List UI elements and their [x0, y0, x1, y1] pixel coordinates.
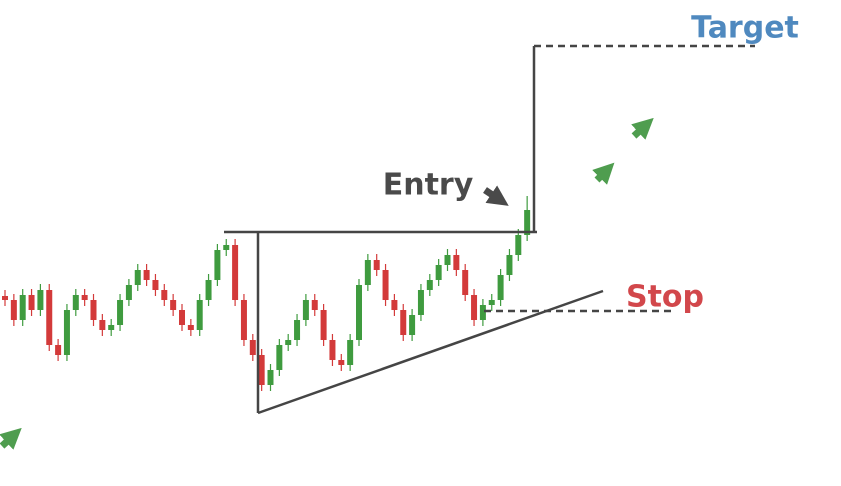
candle-body — [72, 295, 79, 310]
candle-body — [258, 355, 265, 385]
candle-body — [426, 280, 433, 290]
candle-body — [134, 270, 141, 285]
candle-body — [46, 290, 53, 345]
candle-body — [55, 345, 62, 355]
candle-body — [28, 295, 35, 310]
candle-body — [302, 300, 309, 320]
candle-body — [311, 300, 318, 310]
candle-body — [320, 310, 327, 340]
candle-body — [170, 300, 177, 310]
candle-body — [294, 320, 301, 340]
candle-body — [187, 325, 194, 330]
target-label: Target — [691, 11, 799, 46]
candle-body — [400, 310, 407, 335]
candle-body — [267, 370, 274, 385]
candle-body — [488, 300, 495, 305]
trend-arrow — [631, 117, 654, 140]
candle-body — [373, 260, 380, 270]
candle-body — [179, 310, 185, 325]
arrows — [0, 117, 654, 450]
candle-body — [453, 255, 460, 270]
candle-body — [382, 270, 389, 300]
candle-body — [232, 245, 239, 300]
candle-body — [471, 295, 478, 320]
candle-body — [223, 245, 230, 250]
candle-body — [444, 255, 451, 265]
candle-body — [19, 295, 26, 320]
candle-body — [364, 260, 371, 285]
candle-body — [196, 300, 203, 330]
candle-body — [462, 270, 469, 295]
candle-body — [63, 310, 70, 355]
candle-body — [90, 300, 97, 320]
candle-body — [81, 295, 88, 300]
candle-body — [240, 300, 247, 340]
candle-body — [409, 315, 416, 335]
candle-body — [506, 255, 513, 275]
candle-body — [285, 340, 292, 345]
candle-body — [276, 345, 283, 370]
candle-body — [152, 280, 159, 290]
candle-body — [205, 280, 212, 300]
candle-body — [108, 325, 115, 330]
candle-body — [37, 290, 44, 310]
candle-body — [391, 300, 398, 310]
candle-body — [143, 270, 150, 280]
trend-arrow — [0, 427, 22, 450]
candle-body — [125, 285, 132, 300]
candle-body — [435, 265, 442, 280]
candle-body — [479, 305, 486, 320]
entry-label: Entry — [383, 168, 474, 203]
candle-body — [249, 340, 256, 355]
candle-body — [524, 210, 531, 235]
entry-arrow — [483, 185, 509, 206]
candle-body — [10, 300, 17, 320]
candle-body — [161, 290, 168, 300]
candle-body — [329, 340, 336, 360]
candle-body — [497, 275, 504, 300]
candle-body — [356, 285, 362, 340]
candle-body — [214, 250, 221, 280]
candle-body — [347, 340, 354, 365]
stop-label: Stop — [626, 280, 704, 315]
candle-body — [2, 296, 8, 300]
candle-body — [417, 290, 424, 315]
support-line — [257, 289, 604, 415]
trend-arrow — [592, 162, 615, 185]
candle-body — [515, 235, 522, 255]
candle-body — [338, 360, 345, 365]
candle-body — [99, 320, 106, 330]
candle-body — [117, 300, 124, 325]
